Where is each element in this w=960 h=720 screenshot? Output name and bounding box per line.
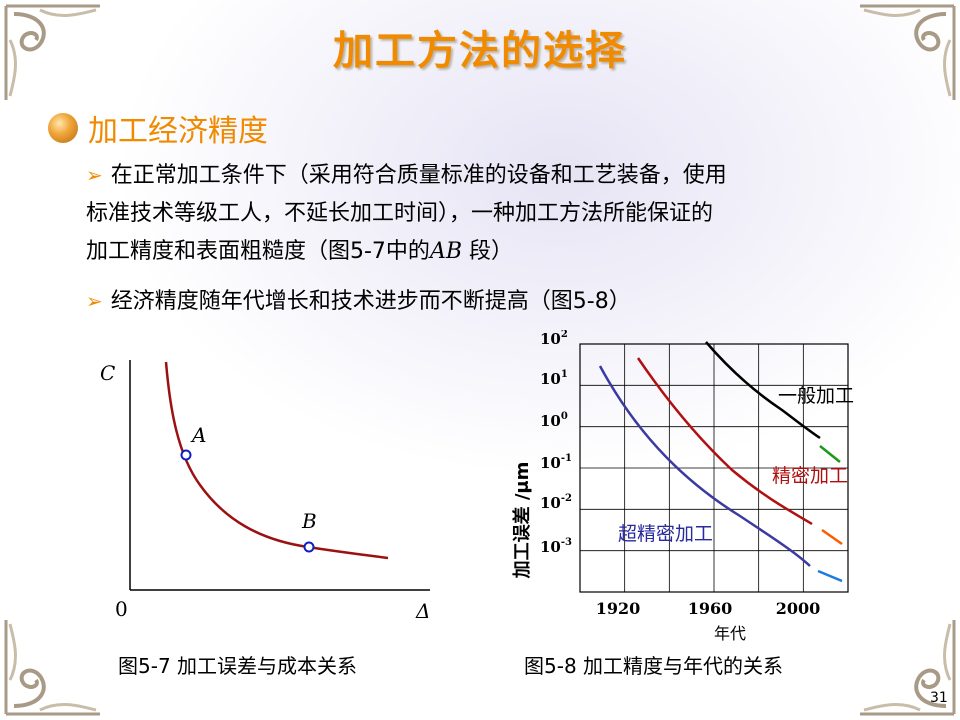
bullet-2-text: 经济精度随年代增长和技术进步而不断提高（图5-8） (110, 289, 631, 314)
bullet-1-text-ab: AB (429, 239, 462, 264)
figure-5-7-caption: 图5-7 加工误差与成本关系 (118, 654, 358, 678)
y-tick-label: 10-2 (540, 493, 572, 512)
x-axis-label: Δ (415, 599, 430, 623)
section-bullet-icon (48, 113, 78, 143)
y-axis-label: C (100, 361, 115, 385)
y-tick-label: 101 (540, 369, 568, 388)
series-ultraprecision-curve (598, 365, 811, 567)
y-axis-title: 加工误差 /μm (511, 462, 533, 580)
origin-label: 0 (115, 597, 128, 621)
y-tick-exponent: -3 (561, 537, 572, 548)
corner-ornament-bottom-right (860, 620, 956, 716)
point-a-marker (180, 449, 192, 461)
bullet-1-text-1: 在正常加工条件下（采用符合质量标准的设备和工艺装备，使用 (110, 163, 727, 188)
series-general-curve (705, 341, 821, 440)
series-general-extension (819, 445, 841, 463)
cost-curve (164, 361, 389, 560)
corner-ornament-top-right (860, 4, 956, 100)
corner-ornament-bottom-left (4, 620, 100, 716)
x-tick-label: 1960 (688, 599, 733, 618)
section-heading: 加工经济精度 (88, 114, 268, 149)
bullet-1-text-3a: 加工精度和表面粗糙度（图5-7中的 (86, 239, 430, 264)
corner-ornament-top-left (4, 4, 100, 100)
y-tick-label: 102 (540, 330, 568, 348)
series-precision-label: 精密加工 (772, 465, 848, 487)
series-general-label: 一般加工 (778, 385, 854, 407)
y-tick-exponent: 2 (561, 330, 568, 340)
x-tick-labels: 1920 1960 2000 (596, 599, 821, 618)
page-number: 31 (930, 690, 948, 706)
x-tick-label: 1920 (596, 599, 641, 618)
slide-title: 加工方法的选择 (333, 28, 627, 74)
series-ultraprecision-extension (817, 569, 843, 583)
x-axis-title: 年代 (714, 624, 746, 643)
series-precision-extension (821, 528, 843, 546)
figure-5-8-caption: 图5-8 加工精度与年代的关系 (524, 654, 784, 678)
y-tick-label: 100 (540, 411, 568, 430)
point-b-marker (303, 541, 315, 553)
arrow-bullet-icon: ➢ (86, 163, 103, 187)
bullet-1-line-2: 标准技术等级工人，不延长加工时间），一种加工方法所能保证的 (86, 201, 714, 226)
bullet-1-line-1: ➢ 在正常加工条件下（采用符合质量标准的设备和工艺装备，使用 (86, 156, 906, 195)
point-a-label: A (190, 423, 206, 447)
point-b-label: B (301, 509, 317, 533)
x-tick-label: 2000 (776, 599, 821, 618)
y-tick-exponent: 0 (561, 411, 568, 422)
chart-grid (579, 343, 849, 593)
bullet-1-text-3b: 段） (469, 239, 514, 264)
series-ultraprecision-label: 超精密加工 (618, 523, 713, 545)
figure-cost-error-curve: C Δ 0 A B (100, 360, 430, 623)
y-tick-exponent: -2 (561, 493, 572, 504)
y-tick-exponent: -1 (561, 453, 572, 464)
y-tick-exponent: 1 (561, 369, 568, 380)
series-precision-curve (636, 357, 813, 526)
y-tick-label: 10-3 (540, 537, 572, 556)
bullet-paragraph-2: ➢ 经济精度随年代增长和技术进步而不断提高（图5-8） (86, 282, 906, 321)
bullet-1-line-3: 加工精度和表面粗糙度（图5-7中的AB 段） (86, 233, 906, 271)
bullet-paragraph-1: ➢ 在正常加工条件下（采用符合质量标准的设备和工艺装备，使用 标准技术等级工人，不… (86, 156, 906, 271)
y-tick-label: 10-1 (540, 453, 572, 472)
arrow-bullet-icon: ➢ (86, 289, 103, 313)
